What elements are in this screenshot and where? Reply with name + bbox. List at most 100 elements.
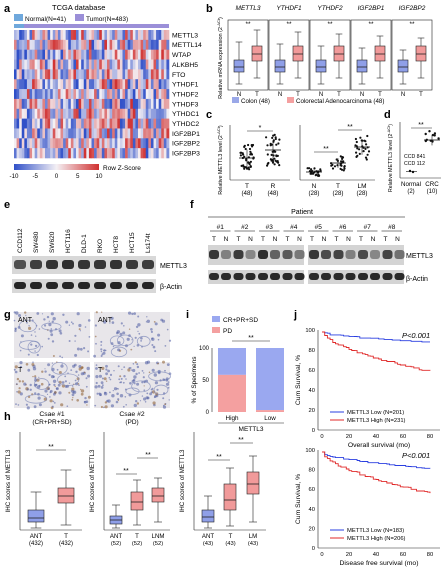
lane-label: T bbox=[212, 236, 216, 243]
data-point bbox=[240, 164, 243, 167]
heatmap-cell bbox=[70, 118, 74, 129]
x-count: (28) bbox=[332, 190, 343, 197]
band-mettl3 bbox=[209, 250, 219, 259]
ihc-cell bbox=[120, 377, 123, 380]
band-actin bbox=[62, 282, 74, 289]
x-tick: T bbox=[419, 92, 423, 98]
heatmap-cell bbox=[34, 108, 38, 119]
heatmap-cell bbox=[138, 128, 141, 139]
p-value: P<0.001 bbox=[402, 331, 430, 340]
ihc-cell bbox=[152, 401, 156, 405]
panel-f-title: Patient bbox=[291, 209, 313, 216]
ihc-cell bbox=[153, 321, 156, 323]
heatmap-cell bbox=[158, 138, 162, 149]
heatmap-cell bbox=[119, 128, 123, 139]
ihc-cell bbox=[19, 392, 23, 396]
heatmap-cell bbox=[156, 39, 159, 50]
data-point bbox=[411, 170, 415, 174]
box-tumor bbox=[292, 45, 304, 62]
data-point bbox=[247, 166, 250, 169]
lane-label: T bbox=[335, 236, 339, 243]
heatmap-cell bbox=[32, 108, 35, 119]
heatmap-cell bbox=[148, 39, 152, 50]
heatmap-cell bbox=[156, 128, 159, 139]
heatmap-cell bbox=[91, 128, 95, 139]
ihc-cell bbox=[156, 388, 159, 391]
heatmap-cell bbox=[57, 148, 61, 159]
heatmap-cell bbox=[60, 39, 64, 50]
panel-d-ylabel: Relative METTL3 level (2-ΔCt) bbox=[386, 124, 394, 192]
heatmap-cell bbox=[161, 59, 165, 70]
band-mettl3 bbox=[258, 250, 268, 259]
significance-mark: * bbox=[259, 125, 262, 132]
heatmap-cell bbox=[94, 79, 97, 90]
ihc-gland bbox=[110, 346, 128, 358]
heatmap-cell bbox=[127, 148, 131, 159]
heatmap-cell bbox=[112, 148, 116, 159]
heatmap-cell bbox=[109, 49, 113, 60]
heatmap-cell bbox=[24, 69, 28, 80]
heatmap-cell bbox=[153, 49, 157, 60]
panel-i-letter: i bbox=[186, 309, 189, 321]
ihc-cell bbox=[100, 355, 103, 357]
data-point bbox=[266, 153, 269, 156]
x-tick: T bbox=[255, 92, 259, 98]
boxplot-frame bbox=[391, 19, 433, 91]
heatmap-cell bbox=[99, 30, 103, 41]
ihc-cell bbox=[134, 382, 136, 385]
ihc-cell bbox=[54, 391, 57, 394]
ihc-cell bbox=[41, 370, 44, 373]
ihc-cell bbox=[16, 377, 20, 381]
ihc-cell bbox=[101, 353, 104, 356]
ihc-cell bbox=[19, 361, 23, 365]
heatmap-cell bbox=[94, 108, 97, 119]
heatmap-cell bbox=[140, 79, 144, 90]
heatmap-cell bbox=[50, 39, 54, 50]
band-mettl3 bbox=[270, 250, 280, 259]
heatmap-cell bbox=[138, 89, 141, 100]
lane-label: T bbox=[237, 236, 241, 243]
legend-label: METTL3 Low (N=201) bbox=[347, 410, 404, 416]
heatmap-cell bbox=[47, 148, 51, 159]
legend-label: CR+PR+SD bbox=[223, 317, 258, 324]
heatmap-cell bbox=[73, 98, 77, 110]
ihc-cell bbox=[134, 336, 137, 339]
band-mettl3 bbox=[382, 250, 393, 259]
ihc-cell bbox=[102, 384, 104, 387]
ihc-cell bbox=[79, 330, 81, 332]
heatmap-cell bbox=[161, 118, 165, 129]
heatmap-cell bbox=[158, 128, 162, 139]
ihc-cell bbox=[95, 342, 97, 345]
ihc-cell bbox=[51, 340, 55, 343]
heatmap-cell bbox=[70, 108, 74, 119]
gene-label: YTHDF2 bbox=[172, 92, 199, 99]
heatmap-cell bbox=[96, 89, 100, 100]
heatmap-cell bbox=[138, 49, 141, 60]
ihc-cell bbox=[18, 314, 21, 317]
boxplot-frame bbox=[227, 19, 269, 91]
heatmap-cell bbox=[94, 148, 97, 159]
heatmap-cell bbox=[26, 49, 30, 60]
heatmap-cell bbox=[86, 69, 90, 80]
box-t bbox=[223, 483, 237, 511]
ihc-cell bbox=[84, 396, 87, 400]
x-count: (28) bbox=[308, 190, 319, 197]
heatmap-cell bbox=[153, 98, 157, 110]
heatmap-cell bbox=[161, 49, 165, 60]
gene-title: IGF2BP2 bbox=[399, 5, 426, 12]
heatmap-cell bbox=[161, 39, 165, 50]
data-point bbox=[424, 132, 427, 136]
heatmap-cell bbox=[143, 89, 147, 100]
ihc-cell bbox=[143, 397, 147, 401]
heatmap-cell bbox=[104, 69, 108, 80]
heatmap-cell bbox=[86, 128, 90, 139]
data-point bbox=[265, 136, 268, 139]
x-tick: 60 bbox=[400, 552, 406, 558]
ihc-cell bbox=[116, 330, 121, 334]
band-mettl3 bbox=[282, 250, 293, 259]
lane-label: N bbox=[395, 236, 400, 243]
ihc-cell bbox=[101, 366, 105, 370]
ihc-cell bbox=[50, 312, 54, 316]
ihc-cell bbox=[26, 406, 30, 410]
